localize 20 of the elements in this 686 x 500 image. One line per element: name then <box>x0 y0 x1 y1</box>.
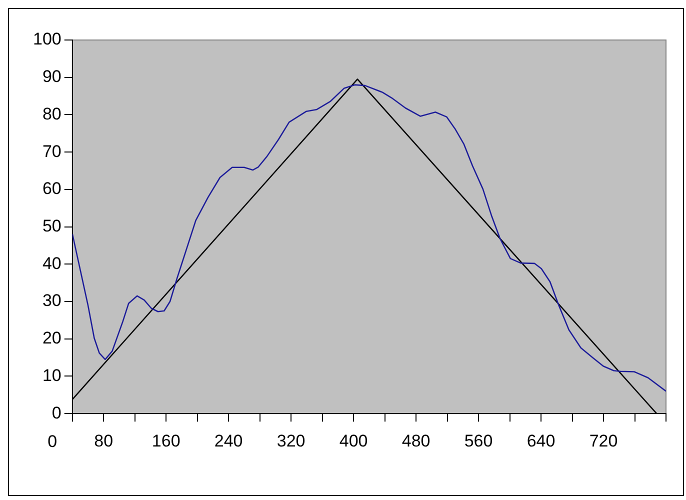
x-tick-label: 80 <box>94 431 114 450</box>
x-tick-label: 160 <box>152 431 180 450</box>
x-tick-label: 560 <box>464 431 493 450</box>
y-tick-label: 60 <box>42 179 62 198</box>
x-tick-label: 480 <box>402 431 430 450</box>
x-tick-label: 320 <box>276 431 306 450</box>
y-tick-label: 40 <box>42 254 62 273</box>
x-tick-label: 240 <box>214 431 243 450</box>
y-tick-label: 80 <box>42 104 62 124</box>
y-tick-label: 0 <box>52 403 62 422</box>
y-tick-label: 70 <box>42 142 62 161</box>
y-tick-label: 50 <box>42 216 62 236</box>
y-tick-label: 100 <box>32 30 62 49</box>
y-tick-label: 20 <box>42 328 62 348</box>
x-tick-label: 720 <box>589 431 618 450</box>
y-tick-label: 10 <box>42 366 62 385</box>
y-tick-label: 90 <box>42 67 62 86</box>
x-tick-label: 640 <box>526 431 556 450</box>
x-tick-label: 400 <box>339 431 368 450</box>
y-tick-label: 30 <box>42 291 62 310</box>
